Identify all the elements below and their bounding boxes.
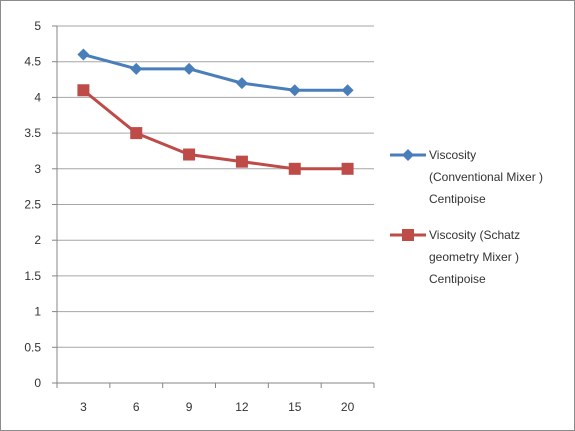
data-point — [288, 84, 301, 97]
x-tick-label: 12 — [235, 400, 249, 414]
y-tick-label: 0 — [34, 376, 41, 390]
series-2 — [77, 84, 354, 175]
data-point — [235, 155, 248, 168]
data-point — [341, 162, 354, 175]
y-tick-label: 2 — [34, 233, 41, 247]
x-tick-labels: 3 6 9 12 15 20 — [80, 400, 355, 414]
legend-label: (Conventional Mixer ) — [429, 170, 543, 184]
y-tick-label: 4 — [34, 90, 41, 104]
data-point — [130, 62, 143, 75]
data-point — [77, 48, 90, 61]
x-tick-label: 6 — [133, 400, 140, 414]
legend: Viscosity (Conventional Mixer ) Centipoise… — [390, 148, 543, 286]
x-tick-label: 9 — [186, 400, 193, 414]
data-point — [183, 62, 196, 75]
series-2-line — [82, 89, 348, 171]
series-1 — [77, 48, 354, 97]
y-tick-label: 3 — [34, 162, 41, 176]
data-point — [341, 84, 354, 97]
series-1-line — [83, 53, 348, 92]
legend-label: Viscosity — [429, 148, 476, 162]
y-tick-label: 1.5 — [24, 269, 41, 283]
y-tick-label: 3.5 — [24, 126, 41, 140]
y-tick-labels: 0 0.5 1 1.5 2 2.5 3 3.5 4 4.5 5 — [24, 19, 41, 390]
data-point — [77, 84, 90, 97]
y-tick-label: 2.5 — [24, 198, 41, 212]
y-tick-label: 0.5 — [24, 340, 41, 354]
data-point — [130, 127, 143, 140]
data-point — [288, 162, 301, 175]
axes — [52, 25, 375, 388]
data-point — [235, 77, 248, 90]
series-group — [77, 48, 354, 175]
legend-item-1: Viscosity (Conventional Mixer ) Centipoise — [390, 148, 543, 206]
y-tick-label: 1 — [34, 305, 41, 319]
legend-label: Centipoise — [429, 192, 486, 206]
x-tick-label: 15 — [288, 400, 302, 414]
legend-label: geometry Mixer ) — [429, 250, 519, 264]
gridlines — [57, 25, 374, 348]
legend-label: Centipoise — [429, 272, 486, 286]
legend-swatch-marker — [402, 229, 414, 241]
legend-label: Viscosity (Schatz — [429, 228, 520, 242]
data-point — [183, 148, 196, 161]
y-tick-label: 5 — [34, 19, 41, 33]
legend-item-2: Viscosity (Schatz geometry Mixer ) Centipo… — [390, 228, 520, 286]
x-tick-label: 20 — [341, 400, 355, 414]
y-tick-label: 4.5 — [24, 55, 41, 69]
x-tick-label: 3 — [80, 400, 87, 414]
legend-swatch-marker — [402, 149, 414, 161]
